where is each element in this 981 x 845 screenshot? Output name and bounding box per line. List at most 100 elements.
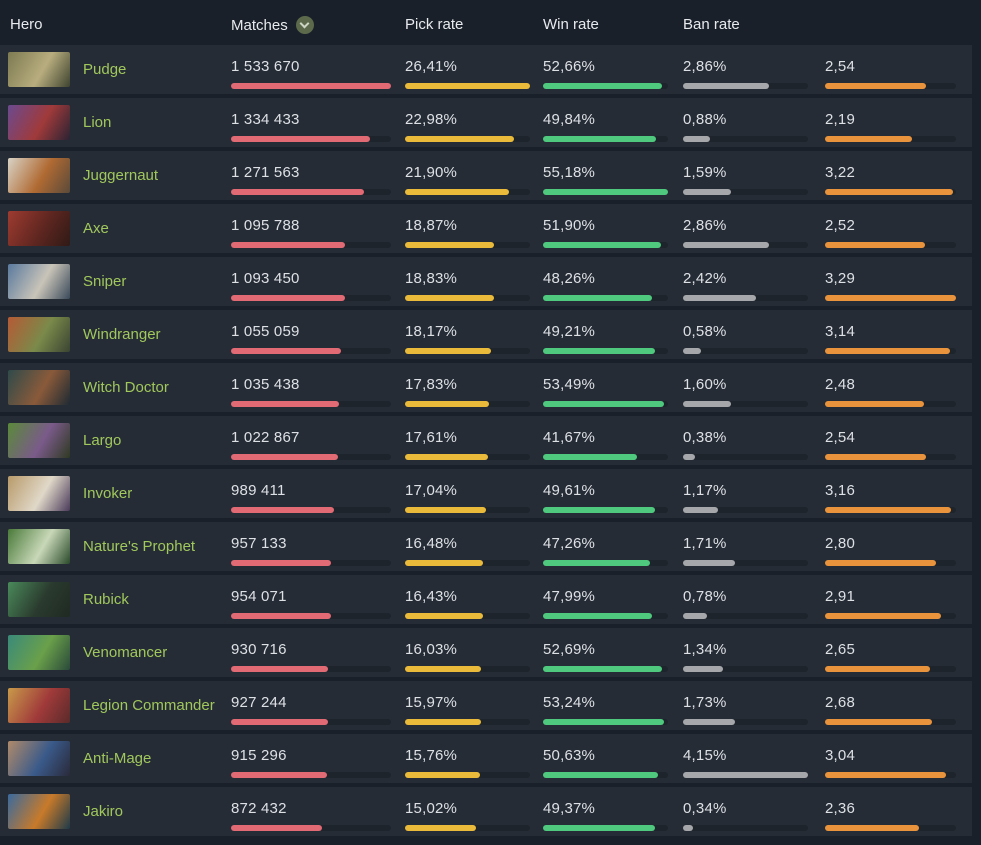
sort-desc-badge[interactable] <box>295 16 314 34</box>
matches-value: 1 093 450 <box>231 270 300 287</box>
hero-name-link[interactable]: Windranger <box>83 326 161 343</box>
win-rate-bar <box>543 560 650 566</box>
pick-rate-value: 18,87% <box>405 217 458 234</box>
win-rate-value: 49,37% <box>543 800 596 817</box>
win-rate-bar-track <box>543 825 668 831</box>
matches-bar-track <box>231 560 391 566</box>
hero-name-link[interactable]: Venomancer <box>83 644 168 661</box>
column-header-matches-label: Matches <box>231 16 288 34</box>
table-row[interactable]: Juggernaut 1 271 563 21,90% 55,18% 1,59% <box>0 151 972 200</box>
hero-name-link[interactable]: Nature's Prophet <box>83 538 196 555</box>
chevron-down-icon <box>299 18 310 29</box>
column-header-ban-rate[interactable]: Ban rate <box>683 0 825 33</box>
kda-bar-track <box>825 666 956 672</box>
ban-rate-cell: 1,60% <box>683 363 825 412</box>
pick-rate-cell: 17,61% <box>405 416 543 465</box>
matches-bar-track <box>231 401 391 407</box>
pick-rate-bar <box>405 560 483 566</box>
hero-name-link[interactable]: Rubick <box>83 591 129 608</box>
hero-name-link[interactable]: Anti-Mage <box>83 750 152 767</box>
matches-value: 957 133 <box>231 535 287 552</box>
ban-rate-bar-track <box>683 560 808 566</box>
matches-value: 915 296 <box>231 747 287 764</box>
pick-rate-bar <box>405 242 495 248</box>
hero-portrait[interactable] <box>8 423 70 458</box>
hero-portrait[interactable] <box>8 582 70 617</box>
kda-bar-track <box>825 242 956 248</box>
table-row[interactable]: Invoker 989 411 17,04% 49,61% 1,17% <box>0 469 972 518</box>
kda-bar <box>825 348 950 354</box>
win-rate-bar <box>543 613 652 619</box>
table-row[interactable]: Largo 1 022 867 17,61% 41,67% 0,38% <box>0 416 972 465</box>
kda-bar-track <box>825 189 956 195</box>
table-row[interactable]: Lion 1 334 433 22,98% 49,84% 0,88% <box>0 98 972 147</box>
table-row[interactable]: Axe 1 095 788 18,87% 51,90% 2,86% <box>0 204 972 253</box>
table-row[interactable]: Anti-Mage 915 296 15,76% 50,63% 4,15% <box>0 734 972 783</box>
hero-name-link[interactable]: Legion Commander <box>83 697 215 714</box>
hero-portrait[interactable] <box>8 688 70 723</box>
hero-portrait[interactable] <box>8 105 70 140</box>
hero-name-link[interactable]: Sniper <box>83 273 127 290</box>
table-row[interactable]: Witch Doctor 1 035 438 17,83% 53,49% 1,6… <box>0 363 972 412</box>
hero-portrait[interactable] <box>8 52 70 87</box>
column-header-pick-rate[interactable]: Pick rate <box>405 0 543 33</box>
pick-rate-value: 26,41% <box>405 58 458 75</box>
pick-rate-bar <box>405 83 530 89</box>
hero-portrait[interactable] <box>8 264 70 299</box>
kda-value: 2,19 <box>825 111 855 128</box>
kda-cell: 3,14 <box>825 310 972 359</box>
matches-bar <box>231 666 329 672</box>
hero-name-link[interactable]: Jakiro <box>83 803 124 820</box>
win-rate-value: 52,69% <box>543 641 596 658</box>
ban-rate-cell: 0,38% <box>683 416 825 465</box>
table-row[interactable]: Jakiro 872 432 15,02% 49,37% 0,34% <box>0 787 972 836</box>
kda-value: 2,48 <box>825 376 855 393</box>
table-row[interactable]: Venomancer 930 716 16,03% 52,69% 1,34% <box>0 628 972 677</box>
column-header-pick-rate-label: Pick rate <box>405 16 464 33</box>
hero-portrait[interactable] <box>8 529 70 564</box>
table-row[interactable]: Legion Commander 927 244 15,97% 53,24% 1… <box>0 681 972 730</box>
pick-rate-value: 16,43% <box>405 588 458 605</box>
pick-rate-cell: 16,03% <box>405 628 543 677</box>
hero-portrait[interactable] <box>8 476 70 511</box>
hero-portrait[interactable] <box>8 741 70 776</box>
hero-portrait[interactable] <box>8 317 70 352</box>
table-row[interactable]: Rubick 954 071 16,43% 47,99% 0,78% <box>0 575 972 624</box>
hero-portrait[interactable] <box>8 211 70 246</box>
hero-name-link[interactable]: Pudge <box>83 61 127 78</box>
hero-portrait[interactable] <box>8 370 70 405</box>
ban-rate-cell: 4,15% <box>683 734 825 783</box>
ban-rate-value: 0,58% <box>683 323 727 340</box>
table-row[interactable]: Pudge 1 533 670 26,41% 52,66% 2,86% <box>0 45 972 94</box>
matches-bar <box>231 295 346 301</box>
hero-name-link[interactable]: Invoker <box>83 485 133 502</box>
hero-name-link[interactable]: Lion <box>83 114 112 131</box>
ban-rate-cell: 0,58% <box>683 310 825 359</box>
column-header-win-rate[interactable]: Win rate <box>543 0 683 33</box>
column-header-hero[interactable]: Hero <box>0 0 231 33</box>
table-row[interactable]: Sniper 1 093 450 18,83% 48,26% 2,42% <box>0 257 972 306</box>
kda-bar-track <box>825 560 956 566</box>
hero-name-link[interactable]: Juggernaut <box>83 167 159 184</box>
hero-name-link[interactable]: Axe <box>83 220 109 237</box>
win-rate-bar <box>543 83 663 89</box>
table-row[interactable]: Windranger 1 055 059 18,17% 49,21% 0,58% <box>0 310 972 359</box>
hero-name-link[interactable]: Largo <box>83 432 122 449</box>
column-header-hero-label: Hero <box>10 16 43 33</box>
hero-portrait[interactable] <box>8 158 70 193</box>
table-row[interactable]: Nature's Prophet 957 133 16,48% 47,26% 1… <box>0 522 972 571</box>
win-rate-value: 49,61% <box>543 482 596 499</box>
hero-portrait[interactable] <box>8 794 70 829</box>
matches-bar <box>231 560 331 566</box>
hero-portrait[interactable] <box>8 635 70 670</box>
kda-bar <box>825 772 947 778</box>
column-header-matches[interactable]: Matches <box>231 0 405 34</box>
ban-rate-bar-track <box>683 295 808 301</box>
hero-name-link[interactable]: Witch Doctor <box>83 379 169 396</box>
ban-rate-bar <box>683 613 707 619</box>
matches-value: 1 095 788 <box>231 217 300 234</box>
hero-cell: Rubick <box>0 575 231 624</box>
pick-rate-bar <box>405 189 509 195</box>
kda-value: 3,22 <box>825 164 855 181</box>
ban-rate-cell: 0,88% <box>683 98 825 147</box>
